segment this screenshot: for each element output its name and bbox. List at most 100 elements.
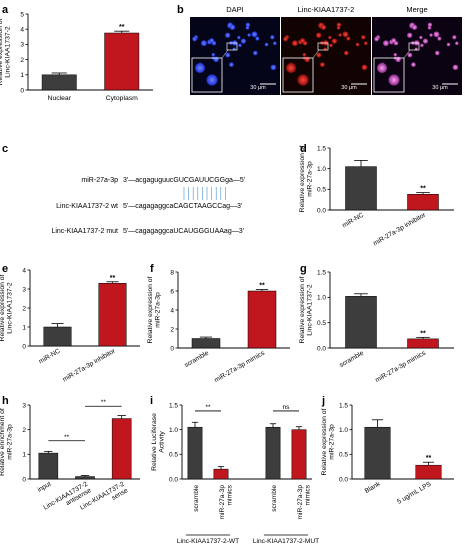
significance-label: ** — [259, 283, 265, 290]
category-label: miR-27a-3pmimics — [297, 484, 311, 519]
y-tick-label: 1.0 — [169, 427, 178, 434]
panel-letter-i: i — [150, 395, 153, 407]
y-tick-label: 2 — [20, 57, 24, 64]
y-tick-label: 0.5 — [317, 320, 326, 327]
cell — [270, 64, 277, 71]
y-axis-label: Relative expression ofmiR-27a-3p — [299, 145, 314, 212]
cell — [302, 52, 306, 57]
cell — [200, 40, 207, 47]
y-tick-label: 3 — [22, 402, 26, 409]
label-merge: Merge — [406, 5, 427, 14]
cell — [427, 22, 433, 28]
category-label: miR-NC — [341, 212, 365, 230]
cells-linc — [282, 22, 368, 93]
cell — [419, 35, 423, 40]
cell — [245, 26, 250, 30]
y-tick-label: 0 — [20, 87, 24, 94]
cell — [328, 35, 332, 40]
category-label: Blank — [364, 480, 382, 495]
y-tick-label: 0.0 — [169, 476, 178, 483]
cells-merge — [373, 22, 459, 93]
panel-letter-a: a — [2, 4, 9, 16]
panel-letter-d: d — [300, 143, 307, 155]
y-tick-label: 0.0 — [339, 476, 348, 483]
y-tick-label: 0.5 — [169, 452, 178, 459]
panel-letter-b: b — [177, 4, 184, 16]
cell — [270, 35, 275, 40]
bar — [407, 194, 439, 211]
cell — [422, 38, 429, 44]
cell — [252, 50, 258, 56]
category-label: 5 ug/mL LPS — [396, 480, 433, 505]
cell — [355, 42, 360, 47]
category-label: scramble — [193, 485, 200, 512]
bar — [345, 296, 377, 349]
category-label: Cytoplasm — [106, 95, 138, 102]
significance-label: ** — [110, 275, 116, 282]
y-tick-label: 0.0 — [317, 345, 326, 352]
cell — [251, 31, 258, 38]
cell — [346, 36, 351, 41]
cell — [452, 35, 457, 40]
seq-mir: 3'—acgaguguucGUCGAUUCGGga—5' — [123, 177, 245, 184]
roi-connector — [221, 49, 229, 59]
cell — [320, 24, 327, 30]
cell — [255, 36, 260, 41]
cells-dapi — [191, 22, 277, 93]
roi-connector — [312, 49, 320, 59]
cell — [331, 38, 338, 44]
y-tick-label: 5 — [20, 11, 24, 18]
y-tick-label: 1 — [20, 72, 24, 79]
category-label: miR-27a-3p mimics — [374, 349, 427, 384]
y-tick-label: 1.0 — [339, 427, 348, 434]
significance-label: ** — [420, 330, 426, 337]
roi-connector — [403, 49, 411, 59]
y-tick-label: 1 — [22, 452, 26, 459]
bar — [415, 464, 442, 480]
significance-label: ** — [119, 24, 125, 31]
cell — [338, 33, 342, 37]
roi-box — [226, 42, 238, 51]
chart-f: 0 2 4 6 8 Relative expression ofmiR-27a-3p scr… — [147, 269, 290, 384]
cell — [382, 40, 389, 47]
y-tick-label: 2 — [170, 326, 174, 333]
scale-bar-label-linc: 30 μm — [341, 85, 357, 91]
cell — [420, 43, 424, 48]
cell — [264, 42, 269, 47]
bar — [38, 452, 59, 480]
y-tick-label: 0.0 — [317, 207, 326, 214]
zoom-cell — [286, 63, 296, 73]
significance-label: ** — [426, 455, 432, 462]
zoom-cell — [388, 74, 400, 86]
cell — [361, 35, 366, 40]
panel-letter-g: g — [300, 263, 307, 275]
category-label: miR-27a-3p mimics — [213, 349, 266, 384]
y-axis-label: Relative expression ofmiR-27a-3p — [321, 408, 336, 475]
category-label: scramble — [183, 350, 210, 370]
seq-label-mir: miR-27a-3p — [81, 177, 118, 184]
cell — [336, 22, 342, 28]
chart-a: 0 1 2 3 4 5 Relative expression ofLinc-KIAA173… — [0, 11, 153, 102]
group-label: Linc-KIAA1737-2-MUT — [253, 538, 319, 545]
cell — [192, 36, 197, 42]
cell — [391, 38, 397, 44]
microscopy-merge — [372, 17, 462, 95]
cell — [427, 26, 432, 30]
cell — [342, 31, 349, 38]
bracket-label: ** — [205, 404, 211, 411]
cell — [361, 64, 368, 71]
cell — [283, 36, 288, 42]
y-axis-label: Relative expression ofmiR-27a-3p — [147, 276, 162, 343]
panel-letter-c: c — [2, 143, 8, 155]
bar — [98, 283, 127, 347]
cell — [393, 52, 397, 57]
y-tick-label: 1.5 — [317, 145, 326, 152]
bar — [75, 476, 95, 480]
panel-letter-j: j — [321, 395, 325, 407]
seq-label-wt: Linc-KIAA1737-2 wt — [56, 203, 118, 210]
cell — [291, 40, 298, 47]
y-tick-label: 0 — [170, 345, 174, 352]
bar — [265, 426, 281, 480]
